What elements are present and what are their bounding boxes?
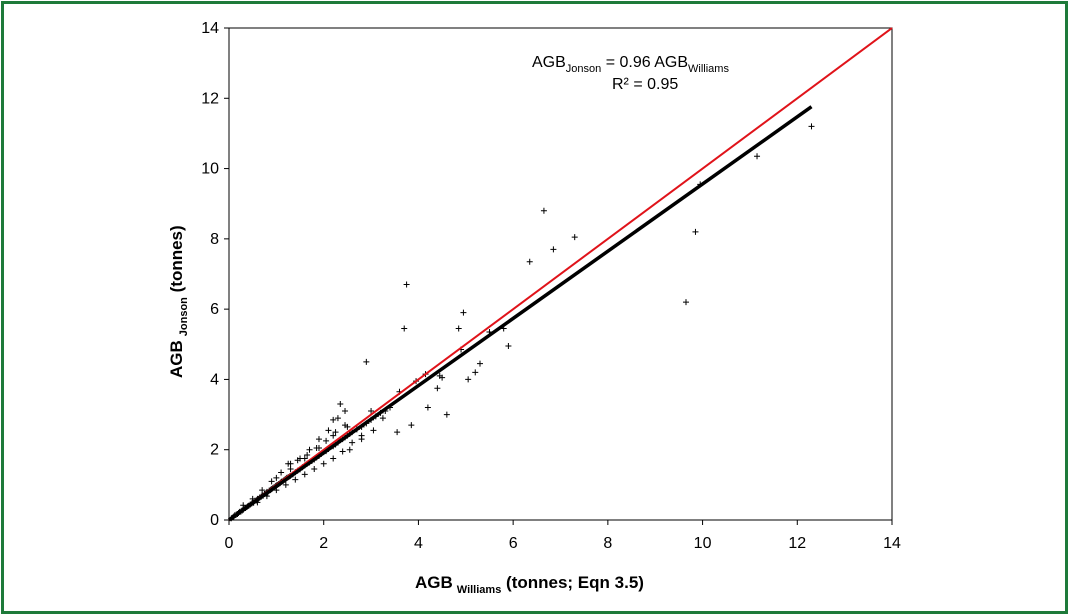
trend-lines	[227, 27, 893, 522]
data-point	[287, 466, 294, 473]
data-point	[476, 360, 483, 367]
data-point	[304, 451, 311, 458]
y-tick-label: 10	[201, 161, 219, 178]
data-point	[249, 495, 256, 502]
data-point	[408, 422, 415, 429]
data-point	[342, 408, 349, 415]
y-tick-label: 14	[201, 20, 219, 37]
data-point	[320, 460, 327, 467]
data-point	[311, 466, 318, 473]
x-axis: 0 2 4 6 8 10 12 14	[225, 520, 901, 552]
data-point	[292, 476, 299, 483]
data-point	[443, 411, 450, 418]
data-point	[268, 478, 275, 485]
data-point	[401, 325, 408, 332]
data-point	[339, 448, 346, 455]
data-point	[330, 432, 337, 439]
x-axis-title: AGB Williams (tonnes; Eqn 3.5)	[415, 573, 644, 596]
data-point	[692, 228, 699, 235]
x-tick-label: 0	[225, 535, 234, 552]
data-point	[332, 429, 339, 436]
data-point	[472, 369, 479, 376]
data-point	[439, 374, 446, 381]
y-tick-label: 12	[201, 90, 219, 107]
data-point	[325, 427, 332, 434]
data-point	[455, 325, 462, 332]
data-point	[285, 460, 292, 467]
x-tick-label: 6	[509, 535, 518, 552]
data-point	[301, 455, 308, 462]
y-tick-label: 0	[210, 512, 219, 529]
data-point	[550, 246, 557, 253]
data-point	[294, 457, 301, 464]
data-point	[301, 471, 308, 478]
y-axis: 0 2 4 6 8 10 12 14	[201, 20, 229, 529]
one-to-one-line	[228, 27, 893, 521]
x-tick-label: 10	[694, 535, 712, 552]
data-point	[337, 401, 344, 408]
y-tick-label: 8	[210, 231, 219, 248]
y-tick-label: 4	[210, 371, 219, 388]
data-point	[240, 502, 247, 509]
data-point	[403, 281, 410, 288]
data-point	[571, 234, 578, 241]
data-point	[346, 446, 353, 453]
data-point	[315, 436, 322, 443]
data-point	[273, 474, 280, 481]
data-point	[259, 487, 266, 494]
data-point	[465, 376, 472, 383]
data-point	[540, 207, 547, 214]
data-point	[344, 423, 351, 430]
x-tick-label: 4	[414, 535, 423, 552]
data-point	[379, 415, 386, 422]
regression-equation: AGBJonson = 0.96 AGBWilliams	[532, 54, 729, 75]
data-point	[808, 123, 815, 130]
data-point	[323, 437, 330, 444]
y-axis-title: AGBJonson (tonnes)	[167, 225, 190, 378]
data-point	[330, 455, 337, 462]
data-point	[424, 404, 431, 411]
data-point	[349, 439, 356, 446]
data-point	[526, 258, 533, 265]
x-tick-label: 14	[883, 535, 901, 552]
data-point	[363, 358, 370, 365]
data-point	[278, 469, 285, 476]
y-tick-label: 6	[210, 301, 219, 318]
y-tick-label: 2	[210, 442, 219, 459]
data-point	[682, 299, 689, 306]
regression-line	[227, 105, 813, 522]
data-point	[394, 429, 401, 436]
data-point	[306, 446, 313, 453]
data-point	[330, 416, 337, 423]
data-point	[334, 415, 341, 422]
x-tick-label: 2	[319, 535, 328, 552]
data-point	[370, 427, 377, 434]
data-point	[368, 408, 375, 415]
x-tick-label: 8	[603, 535, 612, 552]
data-point	[754, 153, 761, 160]
r-squared-label: R² = 0.95	[612, 76, 678, 93]
data-point	[460, 309, 467, 316]
data-point	[358, 436, 365, 443]
data-point	[282, 481, 289, 488]
data-point	[434, 385, 441, 392]
data-point	[315, 444, 322, 451]
x-tick-label: 12	[788, 535, 806, 552]
data-point	[505, 343, 512, 350]
